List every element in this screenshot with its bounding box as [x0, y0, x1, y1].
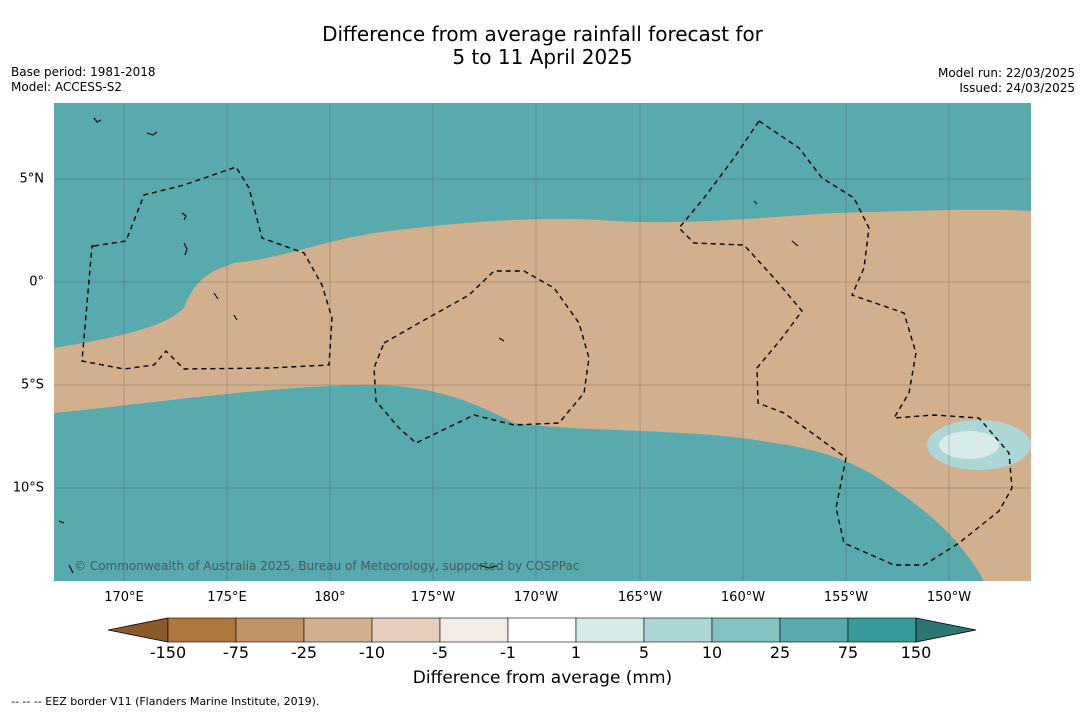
- x-tick-label: 170°E: [104, 590, 144, 605]
- colorbar-tick-label: -1: [500, 643, 516, 662]
- rainfall-anomaly-map: © Commonwealth of Australia 2025, Bureau…: [54, 103, 1031, 581]
- y-tick-label: 10°S: [12, 480, 44, 496]
- colorbar-swatch: [235, 617, 305, 643]
- x-tick-label: 160°W: [720, 590, 766, 605]
- y-tick-label: 0°: [29, 274, 44, 290]
- islands: [58, 117, 799, 574]
- colorbar-swatch: [371, 617, 441, 643]
- island: [498, 337, 505, 342]
- colorbar-swatch: [575, 617, 645, 643]
- x-tick-label: 180°: [314, 590, 346, 605]
- eez-border-east: [678, 120, 1013, 566]
- map-credit: © Commonwealth of Australia 2025, Bureau…: [74, 559, 579, 573]
- colorbar-tick-label: -5: [432, 643, 448, 662]
- model-info: Base period: 1981-2018 Model: ACCESS-S2: [11, 65, 156, 95]
- colorbar-swatch: [167, 617, 237, 643]
- gridlines: [54, 103, 1031, 581]
- colorbar-tick-label: -75: [222, 643, 250, 662]
- island: [58, 520, 65, 524]
- island: [68, 564, 74, 574]
- island: [183, 242, 188, 256]
- model-run: Model run: 22/03/2025: [937, 66, 1075, 80]
- island: [478, 564, 498, 569]
- eez-borders: [81, 120, 1013, 566]
- colorbar-swatch: [779, 617, 849, 643]
- colorbar-swatch: [507, 617, 577, 643]
- island: [791, 240, 799, 247]
- x-tick-label: 165°W: [617, 590, 663, 605]
- wet-patch-east-core: [939, 431, 999, 459]
- island: [753, 200, 758, 205]
- island: [233, 314, 238, 321]
- map-title-line1: Difference from average rainfall forecas…: [322, 22, 763, 46]
- colorbar-title: Difference from average (mm): [412, 668, 673, 688]
- colorbar-tick-label: 75: [837, 643, 859, 662]
- x-tick-label: 170°W: [513, 590, 559, 605]
- eez-border-central: [373, 270, 590, 444]
- map-title-line2: 5 to 11 April 2025: [452, 45, 633, 69]
- x-tick-label: 175°W: [410, 590, 456, 605]
- colorbar-swatch: [643, 617, 713, 643]
- island: [93, 117, 102, 123]
- base-period: Base period: 1981-2018: [11, 65, 156, 79]
- model-name: Model: ACCESS-S2: [11, 80, 123, 94]
- colorbar-swatches: [108, 617, 977, 643]
- x-tick-label: 175°E: [207, 590, 247, 605]
- y-tick-label: 5°S: [20, 377, 44, 393]
- colorbar-tick-label: 150: [900, 643, 932, 662]
- eez-legend-note: -- -- -- EEZ border V11 (Flanders Marine…: [11, 695, 320, 708]
- colorbar-swatch: [847, 617, 917, 643]
- colorbar-tick-label: -10: [358, 643, 386, 662]
- colorbar-tick-label: 25: [769, 643, 791, 662]
- island: [181, 212, 187, 221]
- run-info: Model run: 22/03/2025 Issued: 24/03/2025: [938, 66, 1075, 96]
- y-tick-label: 5°N: [19, 171, 45, 187]
- band-75-to-150: [54, 384, 984, 581]
- issued-date: Issued: 24/03/2025: [959, 81, 1075, 95]
- colorbar-tick-label: 5: [638, 643, 650, 662]
- colorbar-swatch: [303, 617, 373, 643]
- island: [213, 292, 219, 300]
- colorbar-arrow-max: [915, 617, 977, 643]
- x-tick-label: 155°W: [823, 590, 869, 605]
- colorbar: [108, 617, 977, 643]
- colorbar-tick-label: -150: [149, 643, 187, 662]
- eez-border-kiribati-west: [81, 166, 333, 370]
- x-tick-label: 150°W: [926, 590, 972, 605]
- colorbar-swatch: [439, 617, 509, 643]
- colorbar-swatch: [711, 617, 781, 643]
- colorbar-tick-label: -25: [290, 643, 318, 662]
- colorbar-tick-label: 1: [570, 643, 582, 662]
- colorbar-arrow-min: [108, 617, 169, 643]
- colorbar-tick-label: 10: [701, 643, 723, 662]
- island: [146, 131, 158, 136]
